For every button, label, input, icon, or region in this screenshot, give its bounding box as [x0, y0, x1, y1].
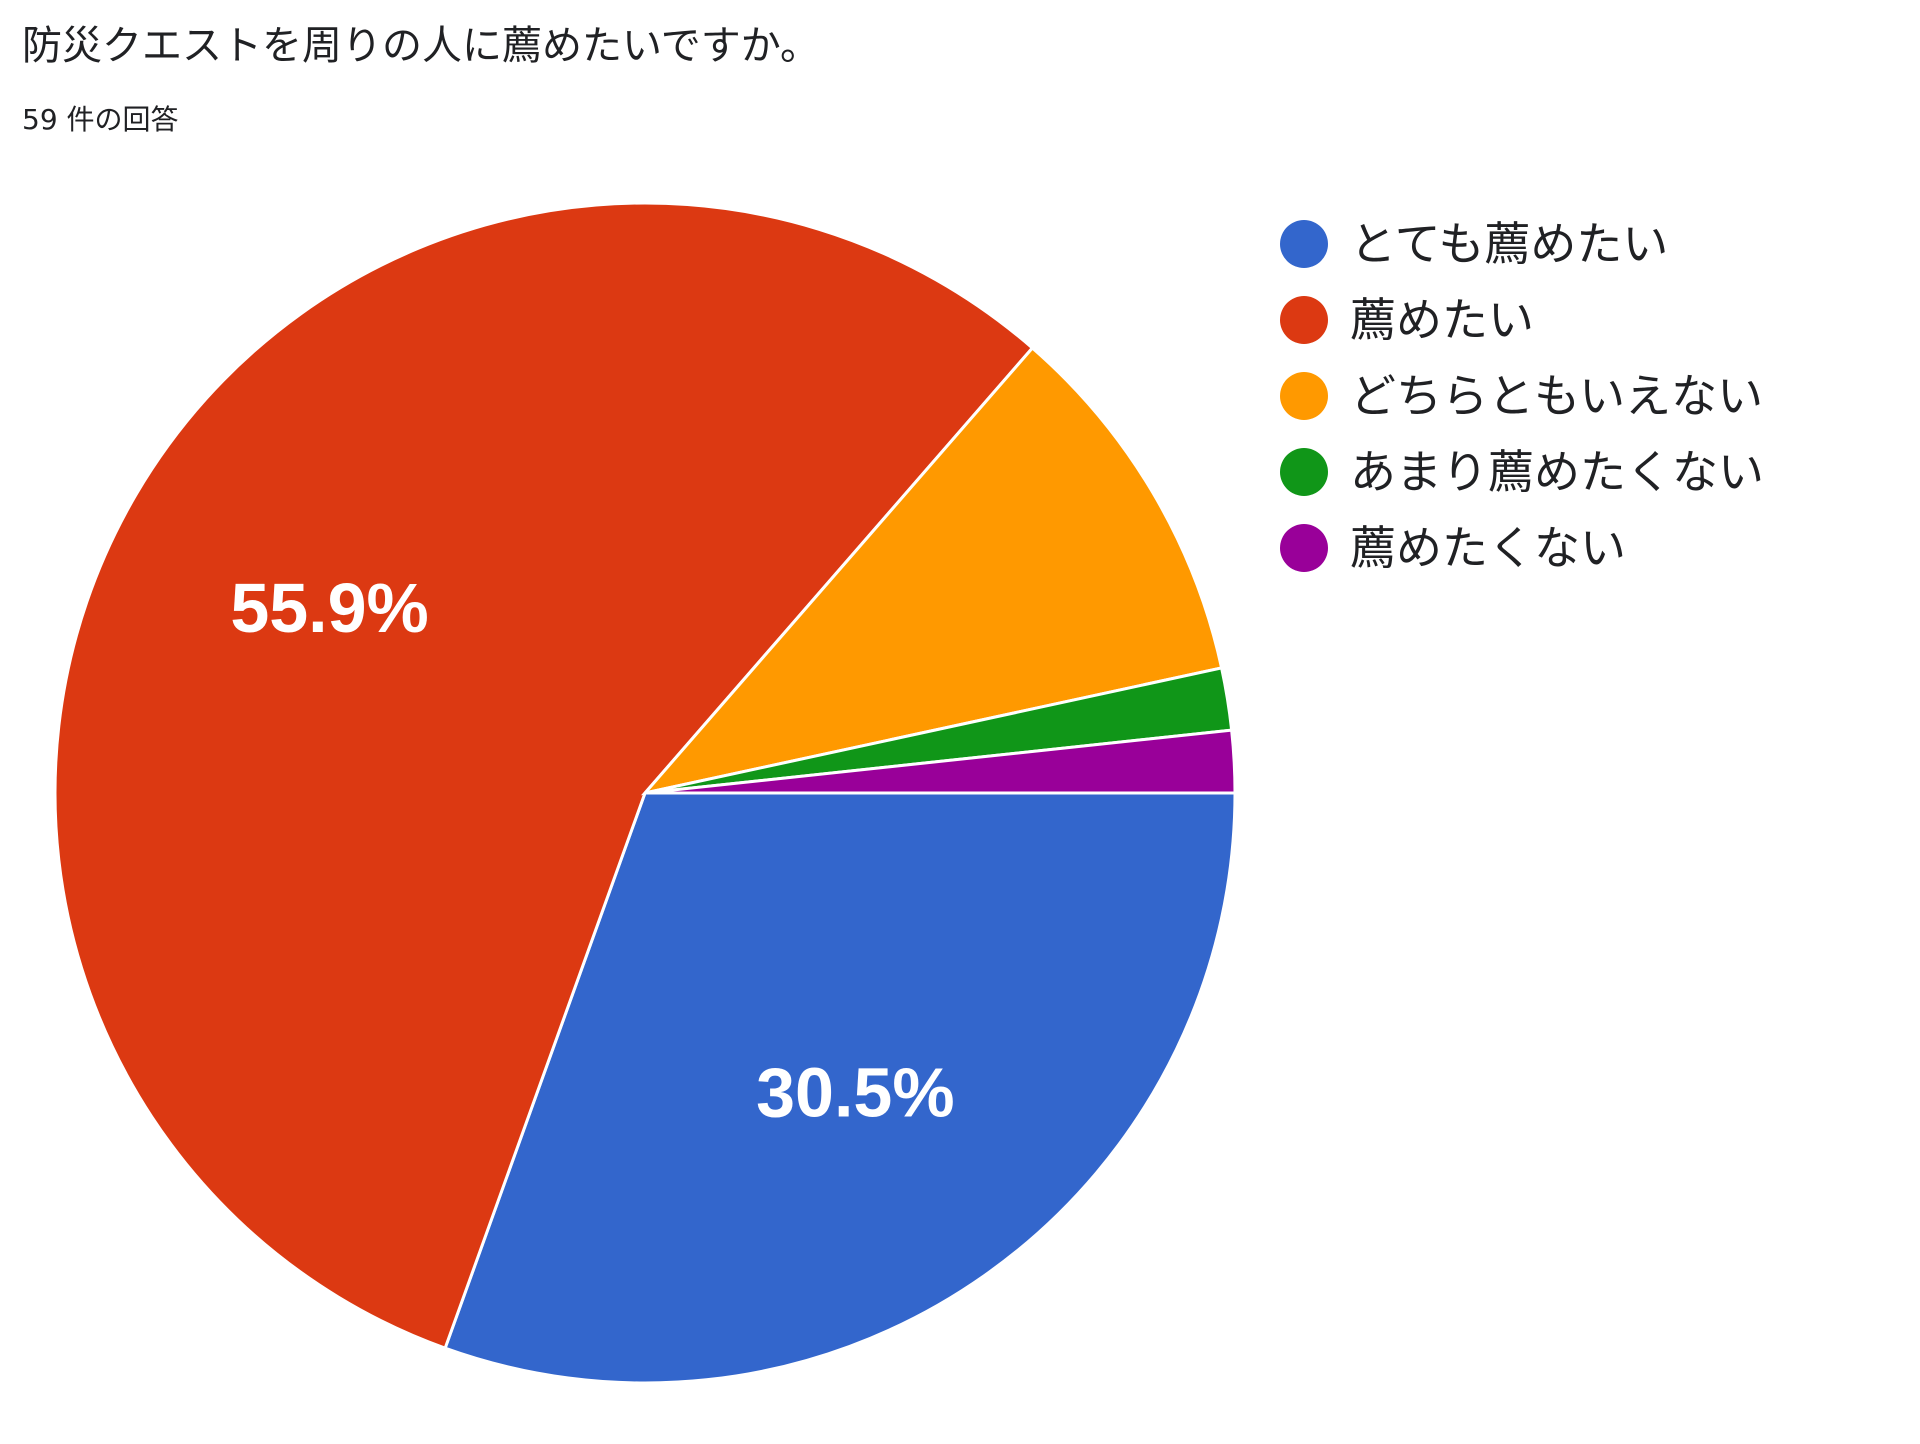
legend-swatch: [1280, 372, 1328, 420]
legend-label: どちらともいえない: [1350, 369, 1764, 423]
legend-label: 薦めたくない: [1350, 521, 1626, 575]
pie-slice-recommend[interactable]: [53, 201, 1035, 1351]
legend-swatch: [1280, 220, 1328, 268]
legend-label: 薦めたい: [1350, 293, 1534, 347]
legend-label: とても薦めたい: [1350, 217, 1669, 271]
legend-item-not-very-recommend[interactable]: あまり薦めたくない: [1280, 434, 1764, 510]
legend-swatch: [1280, 296, 1328, 344]
chart-legend: とても薦めたい 薦めたい どちらともいえない あまり薦めたくない 薦めたくない: [1280, 206, 1764, 586]
pie-data-labels: 30.5% 55.9%: [230, 569, 954, 1131]
pie-slices: [53, 201, 1237, 1385]
pie-data-label: 55.9%: [230, 569, 428, 647]
legend-swatch: [1280, 448, 1328, 496]
response-count: 59 件の回答: [22, 103, 179, 136]
pie-chart: 30.5% 55.9%: [53, 201, 1237, 1385]
legend-item-neutral[interactable]: どちらともいえない: [1280, 358, 1764, 434]
pie-slice-very-recommend[interactable]: [443, 791, 1237, 1385]
pie-slice-not-recommend[interactable]: [644, 728, 1237, 795]
legend-item-not-recommend[interactable]: 薦めたくない: [1280, 510, 1764, 586]
legend-item-recommend[interactable]: 薦めたい: [1280, 282, 1764, 358]
chart-title: 防災クエストを周りの人に薦めたいですか。: [22, 23, 820, 69]
legend-item-very-recommend[interactable]: とても薦めたい: [1280, 206, 1764, 282]
legend-label: あまり薦めたくない: [1350, 445, 1764, 499]
pie-slice-neutral[interactable]: [640, 345, 1224, 796]
pie-data-label: 30.5%: [756, 1053, 954, 1131]
legend-swatch: [1280, 524, 1328, 572]
